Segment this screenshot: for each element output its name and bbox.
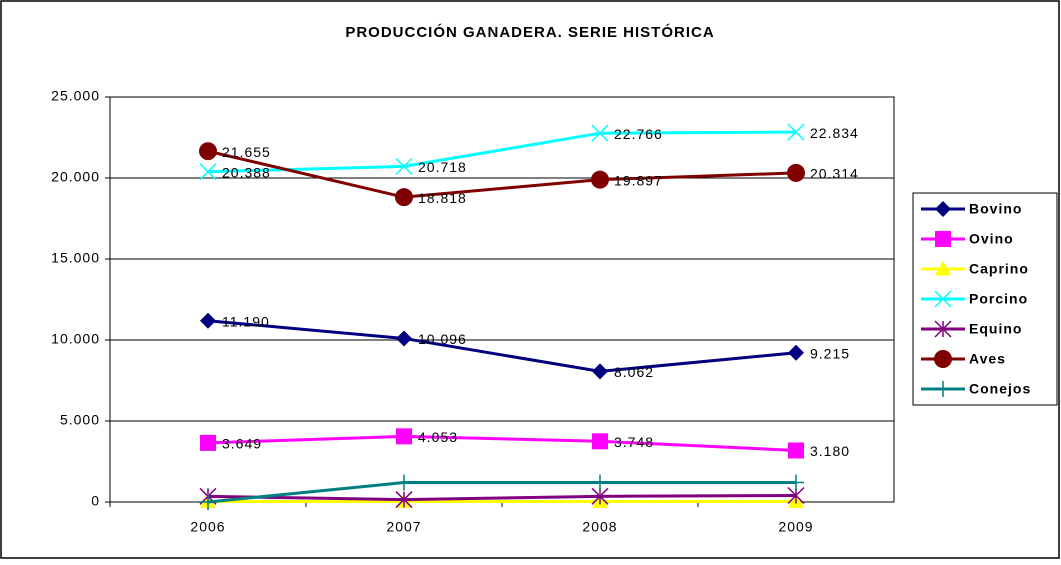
data-label: 20.388	[222, 164, 271, 180]
marker	[395, 157, 413, 175]
y-tick-label: 15.000	[51, 250, 100, 266]
marker	[591, 170, 609, 189]
legend-label: Ovino	[969, 231, 1014, 247]
marker	[788, 442, 804, 459]
marker	[395, 491, 413, 509]
data-label: 21.655	[222, 144, 271, 160]
legend-label: Porcino	[969, 291, 1028, 307]
series-line	[207, 434, 797, 452]
y-tick-label: 25.000	[51, 88, 100, 104]
y-tick-label: 20.000	[51, 169, 100, 185]
legend-label: Equino	[969, 321, 1022, 337]
marker	[591, 124, 609, 142]
x-tick-label: 2008	[582, 519, 617, 535]
marker	[200, 494, 216, 510]
legend-marker	[935, 201, 951, 217]
chart-title: PRODUCCIÓN GANADERA. SERIE HISTÓRICA	[345, 23, 714, 41]
marker	[200, 434, 216, 451]
data-label: 11.190	[222, 313, 270, 329]
marker	[396, 428, 412, 445]
x-tick-label: 2006	[190, 519, 225, 535]
series-line	[207, 481, 796, 504]
marker	[788, 344, 804, 361]
series-line	[207, 494, 797, 502]
legend-marker	[934, 320, 952, 338]
data-label: 3.180	[810, 443, 850, 459]
x-tick-label: 2009	[778, 519, 813, 535]
data-label: 22.834	[810, 125, 859, 141]
x-tick-label: 2007	[386, 519, 421, 535]
data-label: 22.766	[614, 126, 663, 142]
legend-marker	[935, 381, 951, 397]
marker	[396, 330, 412, 347]
marker	[592, 474, 608, 491]
marker	[199, 142, 217, 161]
data-label: 3.649	[222, 436, 262, 452]
marker	[396, 474, 412, 491]
legend-marker	[935, 261, 951, 276]
marker	[788, 474, 804, 491]
marker	[591, 487, 609, 505]
data-label: 4.053	[418, 429, 458, 445]
y-tick-label: 10.000	[51, 331, 100, 347]
data-label: 9.215	[810, 345, 850, 361]
series-line	[207, 149, 797, 199]
marker	[592, 433, 608, 450]
marker	[787, 163, 805, 182]
legend-label: Aves	[969, 351, 1006, 367]
data-label: 19.897	[614, 172, 663, 188]
marker	[787, 123, 805, 141]
marker	[199, 163, 217, 181]
series-line	[207, 130, 797, 174]
legend-marker	[934, 290, 952, 308]
data-label: 20.314	[810, 166, 859, 182]
legend-label: Caprino	[969, 261, 1029, 277]
marker	[395, 188, 413, 207]
y-tick-label: 0	[91, 493, 100, 509]
marker	[592, 363, 608, 380]
legend-marker	[934, 350, 952, 368]
data-label: 8.062	[614, 364, 654, 380]
y-tick-label: 5.000	[60, 412, 100, 428]
series-line	[207, 319, 797, 373]
legend-label: Conejos	[969, 381, 1031, 397]
data-label: 10.096	[418, 331, 467, 347]
marker	[200, 312, 216, 329]
data-label: 18.818	[418, 190, 467, 206]
data-label: 20.718	[418, 159, 467, 175]
legend-marker	[935, 231, 951, 247]
legend-label: Bovino	[969, 201, 1022, 217]
data-label: 3.748	[614, 434, 654, 450]
